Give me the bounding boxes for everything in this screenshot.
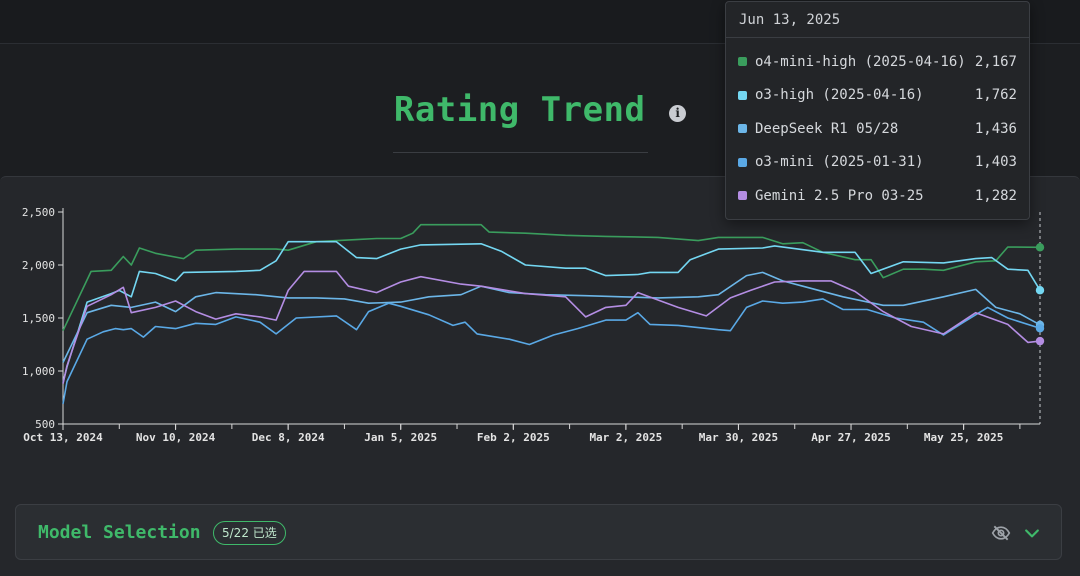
y-tick-label: 2,500 (22, 206, 55, 219)
y-tick-label: 1,000 (22, 365, 55, 378)
title-divider (393, 152, 648, 153)
x-axis: Oct 13, 2024 Nov 10, 2024 Dec 8, 2024 Jan 5… (23, 423, 1040, 444)
tooltip-row: o3-high (2025-04-16) 1,762 (726, 79, 1029, 113)
tooltip-date: Jun 13, 2025 (726, 2, 1029, 38)
x-tick-label: Feb 2, 2025 (477, 431, 550, 444)
series-line-4 (62, 270, 1041, 384)
y-tick-label: 1,500 (22, 312, 55, 325)
y-tick-label: 2,000 (22, 259, 55, 272)
x-tick-label: Nov 10, 2024 (136, 431, 216, 444)
info-icon[interactable]: i (669, 104, 687, 122)
hover-point-4 (1035, 336, 1045, 346)
rating-trend-chart[interactable]: 500 1,000 1,500 2,000 2,500 Oct 13, 2024 Nov … (0, 177, 1080, 477)
chart-tooltip: Jun 13, 2025 o4-mini-high (2025-04-16) 2… (725, 1, 1030, 220)
tooltip-series-name: Gemini 2.5 Pro 03-25 (755, 187, 924, 204)
x-tick-label: Apr 27, 2025 (811, 431, 890, 444)
hover-point-3 (1035, 324, 1045, 333)
model-selection-bar[interactable]: Model Selection 5/22 已选 (15, 504, 1062, 560)
tooltip-series-value: 2,167 (974, 53, 1017, 70)
tooltip-row: o4-mini-high (2025-04-16) 2,167 (726, 45, 1029, 79)
x-tick-label: May 25, 2025 (924, 431, 1003, 444)
tooltip-series-name: o3-mini (2025-01-31) (755, 154, 924, 171)
x-tick-label: Jan 5, 2025 (364, 431, 437, 444)
x-tick-label: Mar 2, 2025 (589, 431, 662, 444)
tooltip-list: o4-mini-high (2025-04-16) 2,167 o3-high … (726, 38, 1029, 213)
tooltip-series-value: 1,282 (974, 187, 1017, 204)
hover-point-1 (1035, 286, 1045, 295)
tooltip-series-name: o3-high (2025-04-16) (755, 87, 924, 104)
tooltip-series-value: 1,436 (974, 120, 1017, 137)
tooltip-row: Gemini 2.5 Pro 03-25 1,282 (726, 179, 1029, 213)
series-swatch (738, 57, 747, 67)
title-row: Rating Trend i (0, 90, 1080, 130)
hover-indicator (1035, 212, 1045, 424)
series-line-0 (62, 223, 1041, 332)
tooltip-series-value: 1,403 (974, 154, 1017, 171)
tooltip-row: o3-mini (2025-01-31) 1,403 (726, 146, 1029, 180)
y-axis: 500 1,000 1,500 2,000 2,500 (22, 206, 64, 431)
series-line-1 (62, 240, 1041, 383)
tooltip-row: DeepSeek R1 05/28 1,436 (726, 112, 1029, 146)
tooltip-series-name: o4-mini-high (2025-04-16) (755, 53, 966, 70)
chevron-down-icon[interactable] (1022, 523, 1042, 543)
series-swatch (738, 191, 747, 201)
y-tick-label: 500 (35, 418, 55, 431)
series-swatch (738, 157, 747, 167)
series-swatch (738, 90, 747, 100)
tooltip-series-name: DeepSeek R1 05/28 (755, 120, 899, 137)
series-swatch (738, 124, 747, 134)
series-lines (62, 223, 1041, 405)
series-line-3 (62, 298, 1041, 405)
x-tick-label: Dec 8, 2024 (252, 431, 325, 444)
page-title: Rating Trend (393, 90, 646, 130)
model-selection-label: Model Selection (38, 522, 201, 543)
x-tick-label: Mar 30, 2025 (699, 431, 778, 444)
x-tick-label: Oct 13, 2024 (23, 431, 103, 444)
selected-count-badge: 5/22 已选 (213, 521, 286, 545)
tooltip-series-value: 1,762 (974, 87, 1017, 104)
hover-point-0 (1035, 243, 1045, 252)
eye-off-icon[interactable] (991, 523, 1011, 543)
